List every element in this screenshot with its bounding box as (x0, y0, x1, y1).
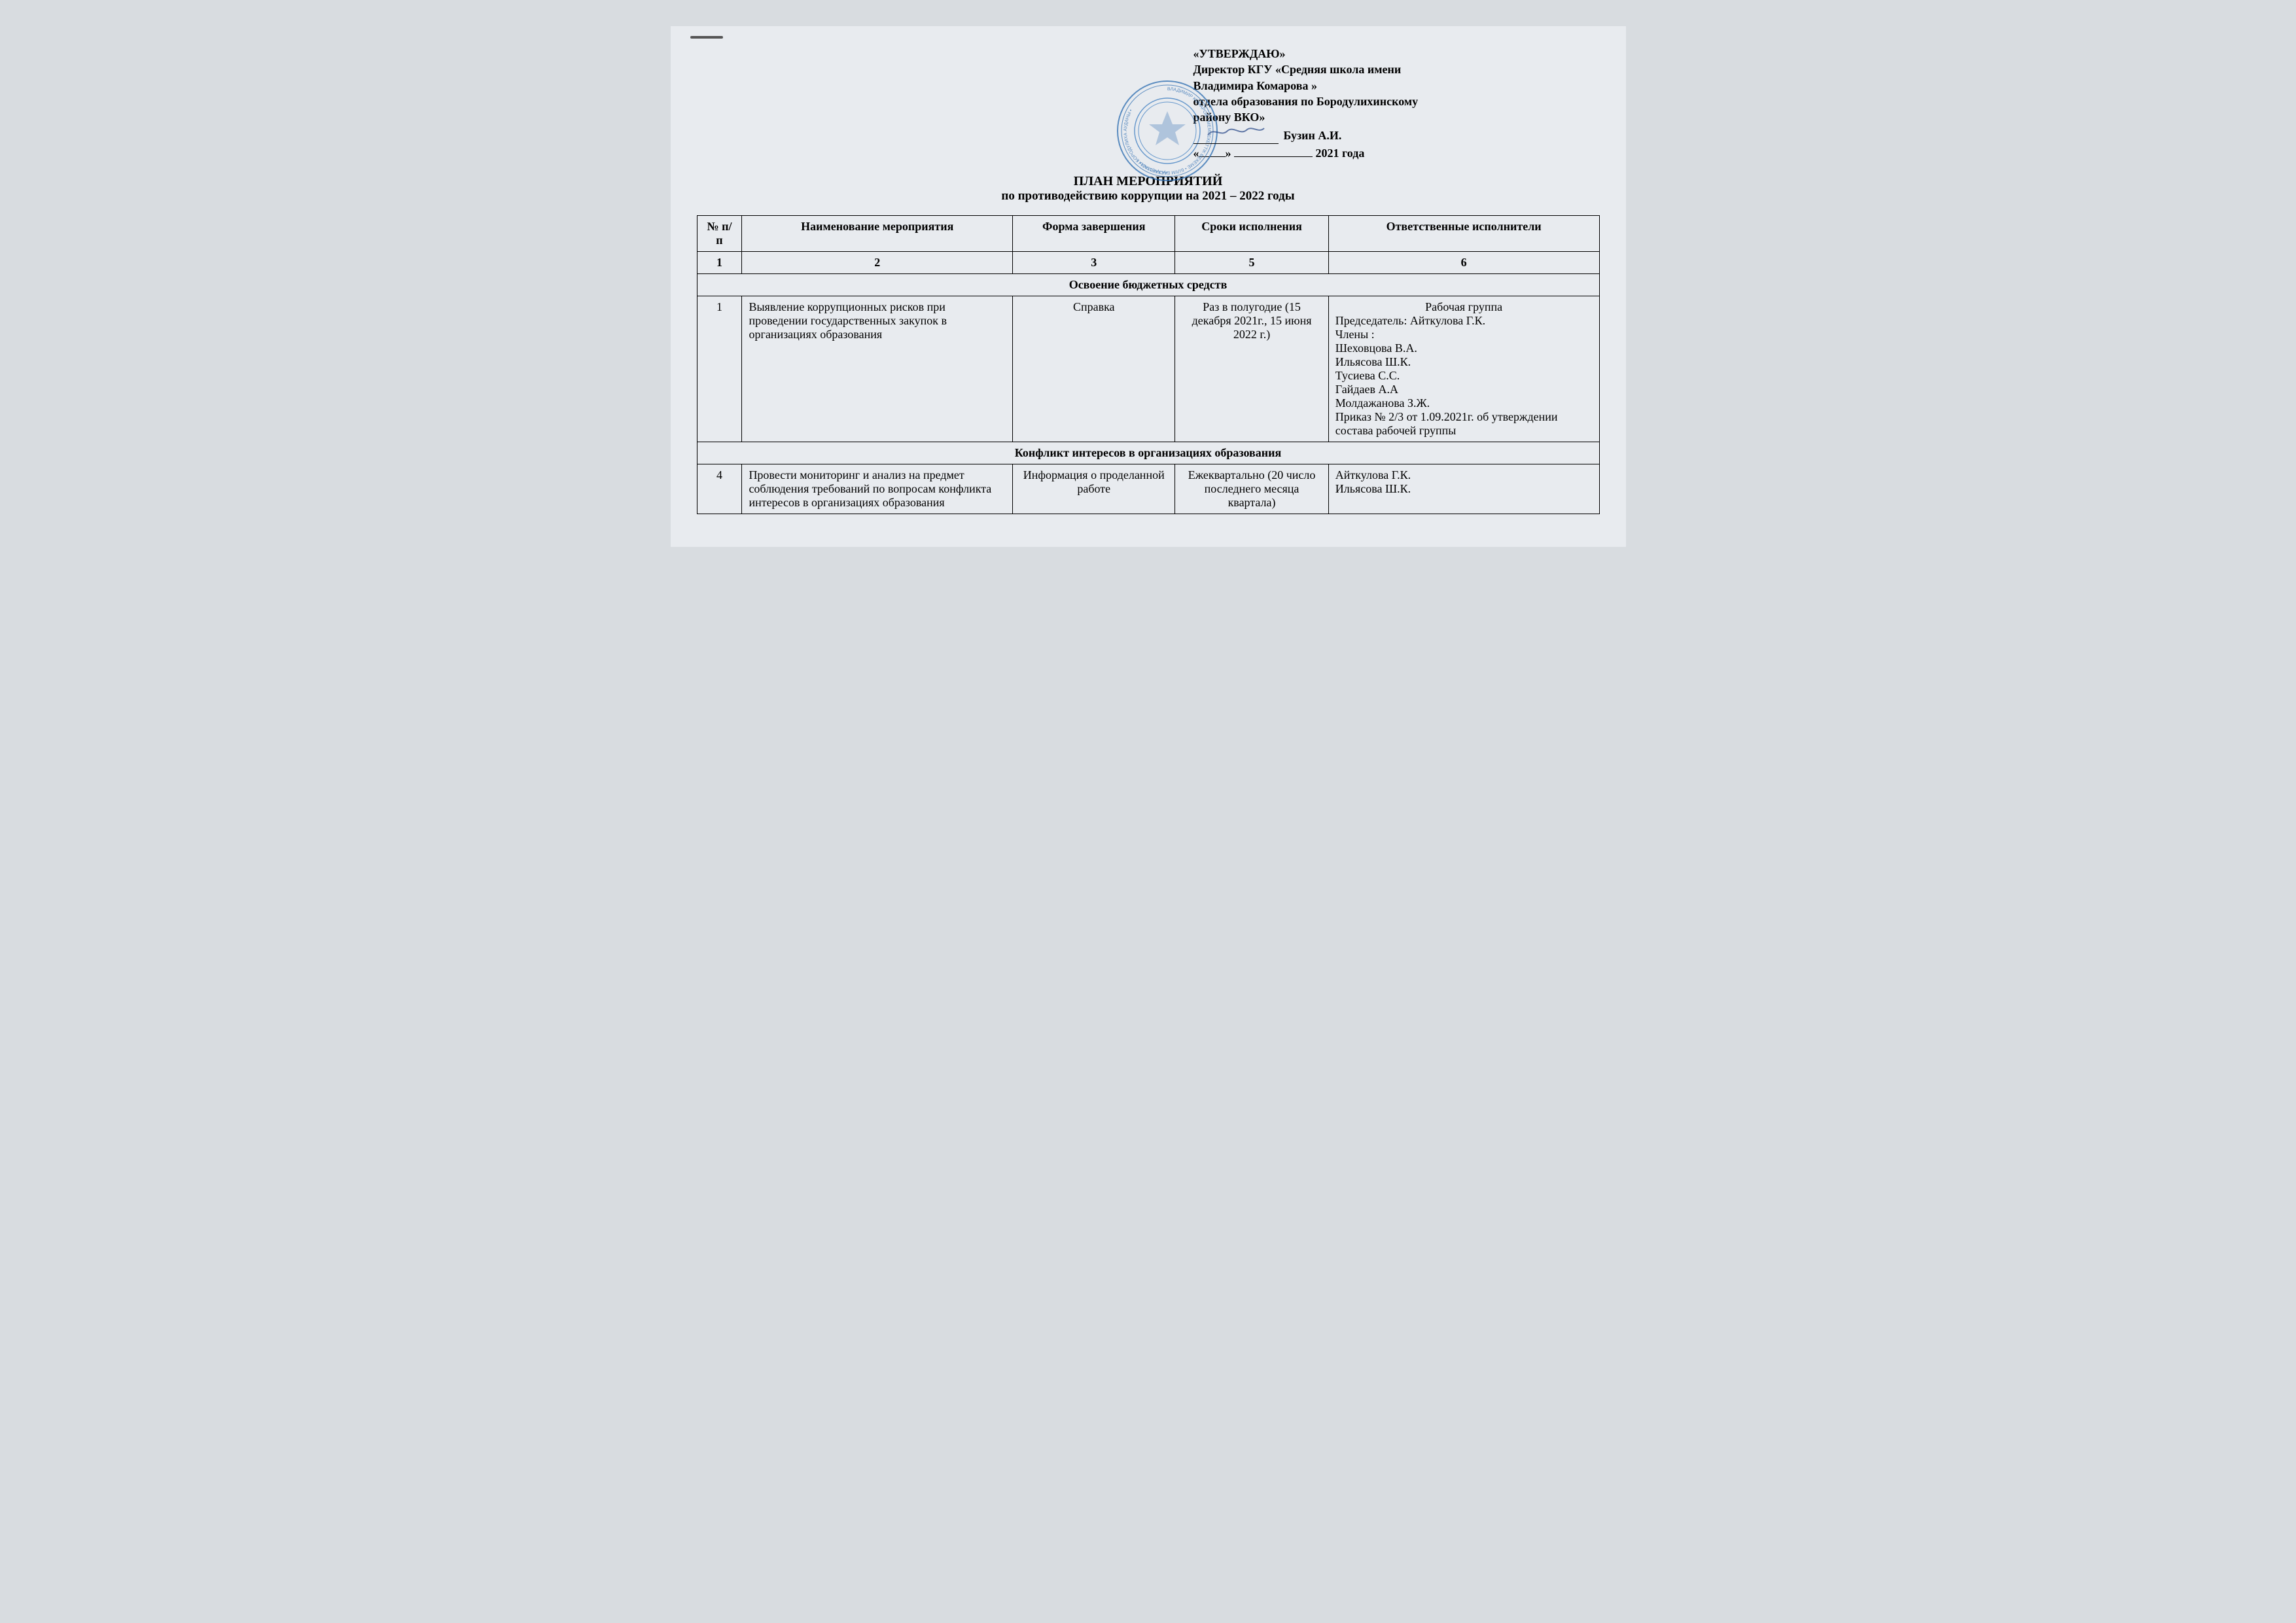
approve-line-4: району ВКО» (1193, 109, 1600, 125)
resp-line: Председатель: Айткулова Г.К. (1335, 314, 1593, 328)
row-name: Выявление коррупционных рисков при прове… (742, 296, 1013, 442)
table-row: 1 Выявление коррупционных рисков при про… (697, 296, 1599, 442)
date-row: «» 2021 года (1193, 145, 1600, 161)
row-resp: Рабочая группа Председатель: Айткулова Г… (1328, 296, 1599, 442)
colnum-1: 1 (697, 252, 742, 274)
date-month-line (1234, 156, 1313, 157)
signature-line (1193, 130, 1279, 144)
date-year: 2021 года (1316, 147, 1365, 160)
row-num: 1 (697, 296, 742, 442)
row-form: Информация о проделанной работе (1013, 464, 1175, 514)
signatory-name: Бузин А.И. (1284, 128, 1342, 143)
row-time: Ежеквартально (20 число последнего месяц… (1175, 464, 1328, 514)
section-title-2: Конфликт интересов в организациях образо… (697, 442, 1599, 464)
signature-row: Бузин А.И. (1193, 128, 1600, 143)
plan-table: № п/п Наименование мероприятия Форма зав… (697, 215, 1600, 514)
header-time: Сроки исполнения (1175, 216, 1328, 252)
resp-line: Тусиева С.С. (1335, 369, 1593, 383)
signature-icon (1207, 124, 1265, 139)
table-header-row: № п/п Наименование мероприятия Форма зав… (697, 216, 1599, 252)
section-header-row: Конфликт интересов в организациях образо… (697, 442, 1599, 464)
approve-line-3: отдела образования по Бородулихинскому (1193, 94, 1600, 109)
table-number-row: 1 2 3 5 6 (697, 252, 1599, 274)
row-time: Раз в полугодие (15 декабря 2021г., 15 и… (1175, 296, 1328, 442)
resp-line: Рабочая группа (1335, 300, 1593, 314)
colnum-3: 3 (1013, 252, 1175, 274)
section-title-1: Освоение бюджетных средств (697, 274, 1599, 296)
resp-line: Айткулова Г.К. (1335, 468, 1593, 482)
header-name: Наименование мероприятия (742, 216, 1013, 252)
approve-title: «УТВЕРЖДАЮ» (1193, 46, 1600, 61)
resp-line: Члены : (1335, 328, 1593, 341)
resp-line: Гайдаев А.А (1335, 383, 1593, 396)
resp-line: Шеховцова В.А. (1335, 341, 1593, 355)
colnum-5: 6 (1328, 252, 1599, 274)
section-header-row: Освоение бюджетных средств (697, 274, 1599, 296)
staple-mark (690, 36, 723, 39)
header-num: № п/п (697, 216, 742, 252)
row-num: 4 (697, 464, 742, 514)
resp-line: Ильясова Ш.К. (1335, 482, 1593, 496)
resp-line: Ильясова Ш.К. (1335, 355, 1593, 369)
row-resp: Айткулова Г.К. Ильясова Ш.К. (1328, 464, 1599, 514)
approve-line-1: Директор КГУ «Средняя школа имени (1193, 61, 1600, 77)
document-subtitle: по противодействию коррупции на 2021 – 2… (697, 189, 1600, 203)
table-row: 4 Провести мониторинг и анализ на предме… (697, 464, 1599, 514)
row-name: Провести мониторинг и анализ на предмет … (742, 464, 1013, 514)
colnum-4: 5 (1175, 252, 1328, 274)
header-resp: Ответственные исполнители (1328, 216, 1599, 252)
colnum-2: 2 (742, 252, 1013, 274)
date-quote-close: » (1226, 147, 1235, 160)
document-page: ВЛАДИМИР КОМАРОВ • МЕМЛЕКЕТТІК МЕКЕМЕ • … (671, 26, 1626, 547)
approve-line-2: Владимира Комарова » (1193, 78, 1600, 94)
resp-line: Молдажанова З.Ж. (1335, 396, 1593, 410)
resp-line: Приказ № 2/3 от 1.09.2021г. об утвержден… (1335, 410, 1593, 438)
header-form: Форма завершения (1013, 216, 1175, 252)
row-form: Справка (1013, 296, 1175, 442)
table-body: Освоение бюджетных средств 1 Выявление к… (697, 274, 1599, 514)
approval-block: ВЛАДИМИР КОМАРОВ • МЕМЛЕКЕТТІК МЕКЕМЕ • … (1193, 46, 1600, 161)
